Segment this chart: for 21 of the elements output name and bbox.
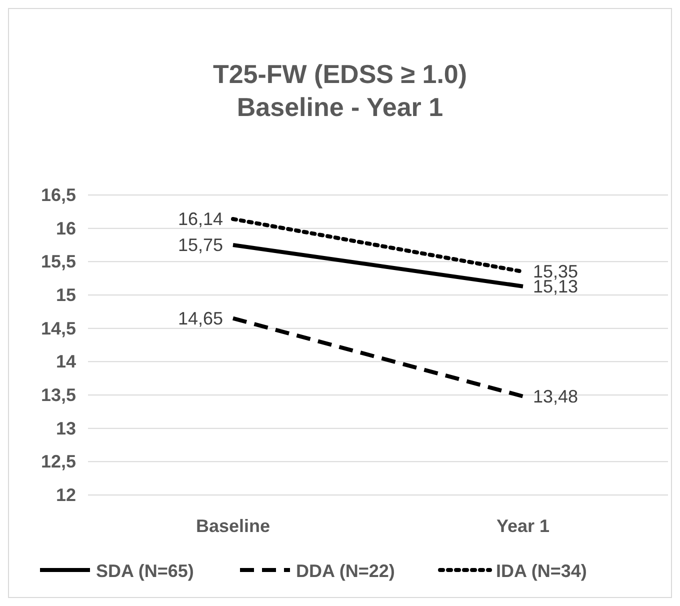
y-tick-label: 13,5: [40, 385, 76, 405]
y-tick-label: 15,5: [40, 252, 76, 272]
chart-title: T25-FW (EDSS ≥ 1.0): [212, 59, 468, 89]
y-tick-label: 12,5: [40, 452, 76, 472]
y-tick-label: 16,5: [40, 185, 76, 205]
y-tick-label: 12: [56, 485, 76, 505]
data-label: 15,75: [178, 235, 223, 255]
legend-label: IDA (N=34): [496, 561, 587, 581]
x-tick-label: Year 1: [496, 516, 550, 536]
y-tick-label: 16: [56, 218, 76, 238]
data-label: 14,65: [178, 308, 223, 328]
x-tick-label: Baseline: [196, 516, 270, 536]
y-tick-label: 14: [56, 352, 76, 372]
legend-label: DDA (N=22): [296, 561, 395, 581]
legend-label: SDA (N=65): [96, 561, 194, 581]
y-tick-label: 13: [56, 418, 76, 438]
data-label: 16,14: [178, 209, 223, 229]
y-tick-label: 15: [56, 285, 76, 305]
chart-subtitle: Baseline - Year 1: [236, 92, 444, 122]
data-label: 13,48: [533, 386, 578, 406]
y-tick-label: 14,5: [40, 318, 76, 338]
